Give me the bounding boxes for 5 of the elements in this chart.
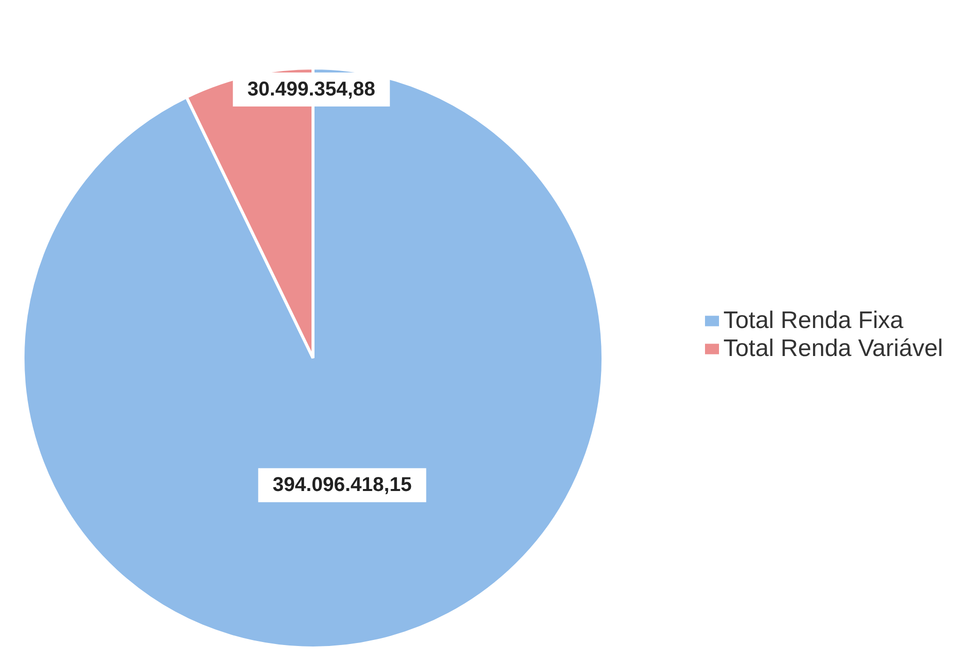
legend-label: Total Renda Fixa bbox=[723, 306, 904, 334]
data-label: 30.499.354,88 bbox=[247, 78, 376, 100]
pie-slice bbox=[22, 66, 604, 650]
legend-label: Total Renda Variável bbox=[723, 334, 943, 362]
data-label: 394.096.418,15 bbox=[272, 474, 412, 496]
